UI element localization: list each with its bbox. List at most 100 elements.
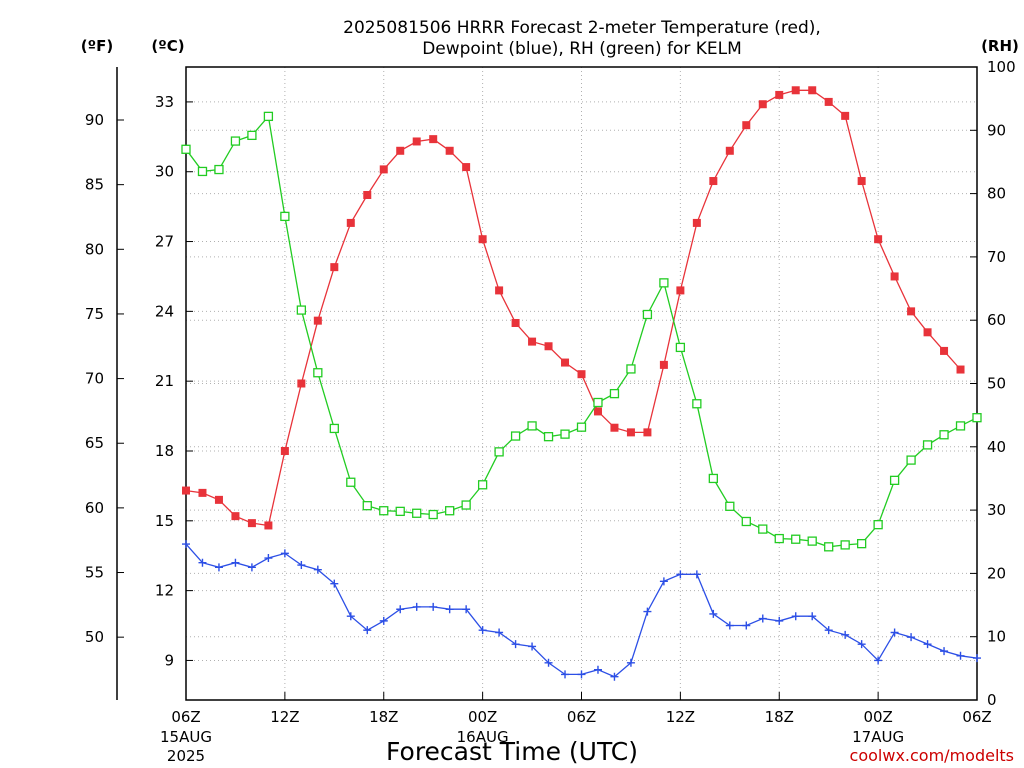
rh-point [939, 430, 949, 440]
temperature-point [956, 365, 965, 374]
fahrenheit-tick-label: 80 [85, 240, 104, 258]
grid-lines [186, 67, 977, 700]
x-date-label: 16AUG [457, 728, 509, 746]
fahrenheit-tick-label: 65 [85, 434, 104, 452]
rh-tick-label: 100 [987, 58, 1016, 76]
x-tick-label: 18Z [765, 708, 794, 726]
rh-point [445, 506, 455, 516]
temperature-point [313, 316, 322, 325]
dewpoint-point [692, 570, 701, 579]
dewpoint-point [923, 640, 932, 649]
dewpoint-point [725, 621, 734, 630]
rh-point [477, 480, 488, 490]
rh-point [510, 431, 521, 441]
x-axis-title: Forecast Time (UTC) [386, 737, 638, 766]
dewpoint-point [478, 626, 487, 635]
rh-point [708, 473, 718, 484]
x-tick-label: 06Z [171, 708, 200, 726]
dewpoint-point [297, 561, 306, 570]
fahrenheit-tick-label: 50 [85, 628, 104, 646]
rh-point [922, 440, 933, 450]
dewpoint-point [231, 558, 240, 567]
dewpoint-point [758, 614, 767, 623]
temperature-point [725, 146, 734, 155]
fahrenheit-tick-label: 70 [85, 370, 104, 388]
celsius-tick-label: 27 [155, 233, 174, 251]
rh-point [181, 144, 191, 154]
rh-unit-label: (RH) [981, 37, 1019, 55]
temperature-point [808, 86, 817, 95]
rh-point [824, 542, 834, 552]
dewpoint-point [561, 670, 570, 679]
temperature-point [709, 177, 718, 186]
rh-point [741, 516, 751, 527]
dewpoint-point [643, 607, 652, 616]
dewpoint-point [808, 612, 817, 621]
x-tick-label: 00Z [863, 708, 892, 726]
rh-tick-label: 60 [987, 311, 1006, 329]
dewpoint-point [544, 658, 553, 667]
temperature-point [346, 218, 355, 227]
rh-point [889, 475, 900, 485]
dewpoint-point [511, 640, 520, 649]
dewpoint-point [313, 565, 322, 574]
dewpoint-point [495, 628, 504, 637]
rh-point [412, 508, 422, 518]
celsius-tick-label: 21 [155, 372, 174, 390]
rh-point [675, 342, 686, 353]
fahrenheit-tick-label: 55 [85, 564, 104, 582]
temperature-point [429, 135, 438, 144]
dewpoint-point [791, 612, 800, 621]
temperature-point [379, 165, 388, 174]
dewpoint-point [709, 609, 718, 618]
rh-tick-label: 20 [987, 564, 1006, 582]
temperature-point [264, 521, 273, 530]
dewpoint-point [841, 630, 850, 639]
dewpoint-point [824, 626, 833, 635]
rh-point [791, 534, 801, 544]
rh-point [906, 455, 916, 465]
temperature-point [626, 428, 635, 437]
rh-point [856, 538, 867, 549]
dewpoint-point [874, 656, 883, 665]
temperature-point [890, 272, 899, 281]
temperature-point [280, 446, 289, 455]
temperature-point [907, 307, 916, 316]
dewpoint-point [626, 658, 635, 667]
dewpoint-point [330, 579, 339, 588]
rh-point [379, 506, 389, 516]
x-tick-label: 06Z [962, 708, 991, 726]
dewpoint-point [907, 633, 916, 642]
rh-point [725, 501, 735, 511]
celsius-tick-label: 15 [155, 512, 174, 530]
rh-point [197, 166, 208, 177]
temperature-point [478, 235, 487, 244]
rh-point [758, 524, 768, 534]
dewpoint-point [379, 616, 388, 625]
dewpoint-point [462, 605, 471, 614]
rh-point [494, 447, 504, 457]
rh-point [527, 421, 537, 431]
temperature-point [231, 512, 240, 521]
temperature-point [775, 90, 784, 99]
rh-point [395, 506, 405, 517]
rh-point [642, 309, 653, 320]
x-tick-label: 00Z [468, 708, 497, 726]
temperature-point [330, 263, 339, 272]
rh-point [576, 422, 587, 432]
dewpoint-point [445, 605, 454, 614]
temperature-point [857, 177, 866, 186]
temperature-point [198, 488, 207, 497]
rh-point [560, 429, 570, 439]
rh-point [263, 111, 274, 122]
temperature-point [462, 163, 471, 172]
celsius-tick-label: 30 [155, 163, 174, 181]
temperature-point [577, 370, 586, 379]
series-dewpoint [182, 540, 981, 681]
rh-point [461, 500, 471, 510]
temperature-point [643, 428, 652, 437]
rh-point [543, 432, 554, 442]
celsius-unit-label: (ºC) [151, 37, 184, 55]
rh-point [873, 520, 883, 530]
rh-point [280, 211, 290, 222]
